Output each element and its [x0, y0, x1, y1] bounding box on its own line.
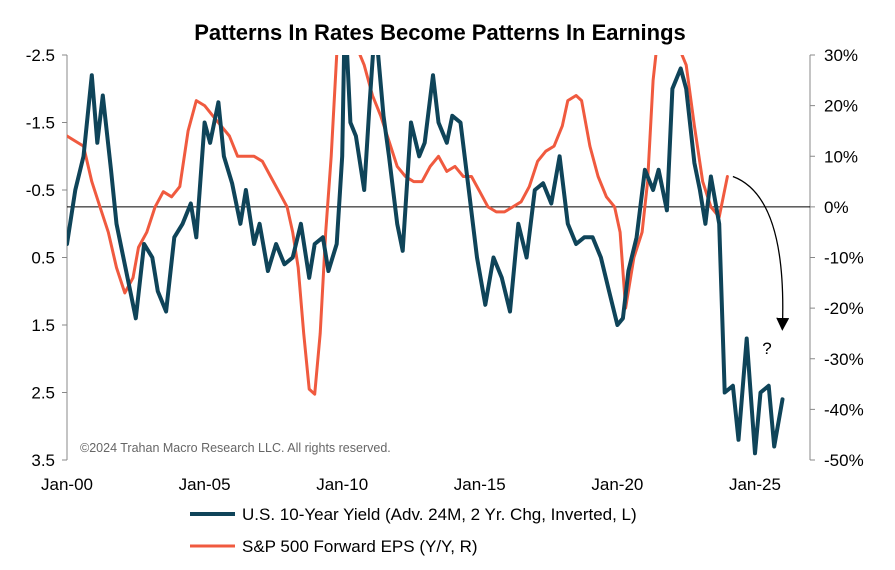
right-tick-label: -50%: [824, 451, 864, 470]
left-tick-label: 2.5: [31, 384, 55, 403]
right-axis-ticks: 30% 20% 10% 0% -10% -20% -30% -40% -50%: [810, 46, 864, 470]
legend-label-yield: U.S. 10-Year Yield (Adv. 24M, 2 Yr. Chg,…: [242, 505, 637, 524]
left-tick-label: -0.5: [26, 181, 55, 200]
x-axis-ticks: Jan-00 Jan-05 Jan-10 Jan-15 Jan-20 Jan-25: [41, 475, 781, 494]
series-line-eps: [67, 55, 729, 396]
x-tick-label: Jan-20: [591, 475, 643, 494]
left-tick-label: 1.5: [31, 316, 55, 335]
question-mark-annotation: ?: [762, 339, 771, 358]
left-tick-label: -1.5: [26, 114, 55, 133]
left-tick-label: 0.5: [31, 249, 55, 268]
right-tick-label: -40%: [824, 400, 864, 419]
right-tick-label: 20%: [824, 97, 858, 116]
right-tick-label: -10%: [824, 249, 864, 268]
x-tick-label: Jan-00: [41, 475, 93, 494]
right-tick-label: 30%: [824, 46, 858, 65]
chart-title: Patterns In Rates Become Patterns In Ear…: [194, 20, 686, 45]
x-tick-label: Jan-05: [179, 475, 231, 494]
left-tick-label: -2.5: [26, 46, 55, 65]
right-tick-label: 0%: [824, 198, 849, 217]
right-tick-label: -30%: [824, 350, 864, 369]
right-tick-label: 10%: [824, 147, 858, 166]
series-layer: [67, 55, 785, 456]
right-tick-label: -20%: [824, 299, 864, 318]
x-tick-label: Jan-10: [316, 475, 368, 494]
x-tick-label: Jan-25: [729, 475, 781, 494]
x-tick-label: Jan-15: [454, 475, 506, 494]
left-axis-ticks: -2.5 -1.5 -0.5 0.5 1.5 2.5 3.5: [26, 46, 67, 470]
copyright-note: ©2024 Trahan Macro Research LLC. All rig…: [80, 441, 391, 455]
legend: U.S. 10-Year Yield (Adv. 24M, 2 Yr. Chg,…: [190, 505, 637, 556]
series-line-yield: [67, 55, 785, 456]
left-tick-label: 3.5: [31, 451, 55, 470]
legend-label-eps: S&P 500 Forward EPS (Y/Y, R): [242, 537, 478, 556]
forecast-arrow: [732, 175, 790, 331]
